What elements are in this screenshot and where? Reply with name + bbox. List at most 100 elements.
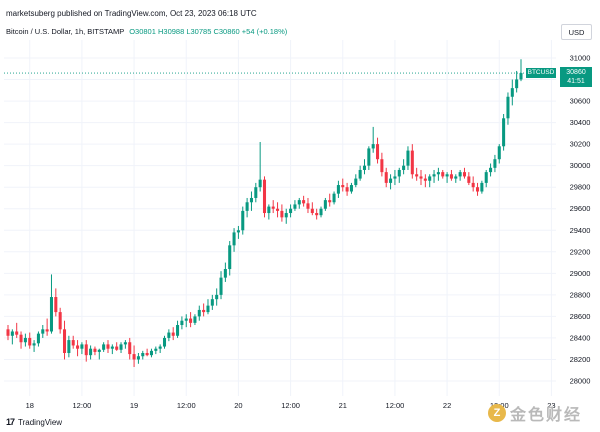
candle-body bbox=[136, 356, 140, 360]
candle-body bbox=[141, 353, 145, 357]
watermark: Z 金色财经 bbox=[488, 401, 582, 425]
tradingview-footer[interactable]: 17 TradingView bbox=[6, 417, 62, 427]
candle-body bbox=[197, 309, 201, 317]
candle-body bbox=[445, 174, 449, 177]
candle-body bbox=[349, 185, 353, 192]
y-tick-label: 28000 bbox=[570, 377, 591, 386]
candle-body bbox=[23, 337, 27, 343]
candle-body bbox=[306, 203, 310, 209]
candle-body bbox=[289, 208, 293, 214]
candle-body bbox=[332, 193, 336, 203]
candle-body bbox=[371, 144, 375, 149]
candle-body bbox=[232, 232, 236, 246]
candle-body bbox=[10, 331, 14, 336]
candle-body bbox=[219, 277, 223, 295]
candle-body bbox=[93, 348, 97, 352]
candle-body bbox=[302, 200, 306, 204]
candle-body bbox=[206, 305, 210, 313]
candle-body bbox=[97, 349, 101, 352]
candle-body bbox=[345, 187, 349, 192]
candle-body bbox=[423, 178, 427, 181]
candle-body bbox=[76, 345, 80, 349]
candle-body bbox=[180, 320, 184, 326]
candle-body bbox=[19, 334, 23, 343]
x-tick-label: 20 bbox=[234, 401, 242, 410]
x-tick-label: 12:00 bbox=[386, 401, 405, 410]
candle-body bbox=[28, 337, 32, 346]
candle-body bbox=[6, 329, 10, 336]
y-tick-label: 30200 bbox=[570, 140, 591, 149]
candle-body bbox=[410, 150, 414, 175]
candle-body bbox=[323, 200, 327, 209]
candle-body bbox=[432, 174, 436, 177]
candle-body bbox=[236, 230, 240, 233]
candle-body bbox=[454, 176, 458, 179]
candle-body bbox=[506, 96, 510, 119]
candle-body bbox=[293, 204, 297, 209]
candle-body bbox=[162, 337, 167, 347]
symbol-legend: Bitcoin / U.S. Dollar, 1h, BITSTAMP O308… bbox=[6, 27, 287, 36]
candle-body bbox=[123, 342, 127, 345]
y-tick-label: 29000 bbox=[570, 269, 591, 278]
candle-body bbox=[415, 174, 419, 177]
candle-body bbox=[132, 354, 136, 360]
candle-body bbox=[428, 176, 432, 181]
y-tick-label: 29400 bbox=[570, 226, 591, 235]
candle-body bbox=[262, 179, 267, 214]
candle-body bbox=[32, 343, 36, 346]
candle-body bbox=[462, 172, 467, 177]
candle-body bbox=[193, 316, 197, 323]
candle-body bbox=[341, 185, 345, 188]
candle-body bbox=[384, 172, 388, 183]
candle-body bbox=[362, 165, 367, 170]
candle-body bbox=[71, 340, 75, 346]
candle-body bbox=[502, 118, 506, 147]
candle-body bbox=[367, 148, 371, 166]
y-tick-label: 28400 bbox=[570, 333, 591, 342]
last-price-value: 30860 bbox=[566, 69, 586, 77]
candle-body bbox=[328, 200, 332, 203]
x-tick-label: 12:00 bbox=[73, 401, 92, 410]
candle-body bbox=[110, 346, 114, 349]
candle-body bbox=[176, 325, 180, 336]
candle-body bbox=[184, 318, 188, 321]
candle-body bbox=[154, 348, 158, 351]
candle-body bbox=[484, 172, 488, 183]
candle-body bbox=[149, 350, 153, 356]
x-tick-label: 22 bbox=[443, 401, 451, 410]
candle-body bbox=[249, 197, 253, 203]
y-tick-label: 28200 bbox=[570, 355, 591, 364]
last-price-tag: 30860 41:51 bbox=[560, 67, 592, 88]
candle-body bbox=[171, 332, 175, 336]
bar-countdown: 41:51 bbox=[567, 78, 585, 86]
tradingview-logo-icon: 17 bbox=[6, 417, 15, 427]
candle-body bbox=[115, 346, 119, 350]
y-tick-label: 31000 bbox=[570, 54, 591, 63]
candle-body bbox=[58, 312, 62, 330]
y-tick-label: 30000 bbox=[570, 161, 591, 170]
candle-body bbox=[36, 333, 40, 344]
candle-body bbox=[106, 344, 110, 349]
attribution-line: marketsuberg published on TradingView.co… bbox=[6, 9, 257, 18]
candle-body bbox=[223, 269, 227, 278]
currency-button[interactable]: USD bbox=[561, 24, 592, 40]
symbol-title: Bitcoin / U.S. Dollar, 1h, BITSTAMP bbox=[6, 27, 125, 36]
candle-body bbox=[254, 187, 258, 198]
candle-body bbox=[102, 344, 106, 350]
y-tick-label: 30400 bbox=[570, 118, 591, 127]
candle-body bbox=[189, 318, 193, 323]
candle-body bbox=[284, 213, 288, 218]
candle-body bbox=[80, 344, 84, 349]
tradingview-brand: TradingView bbox=[18, 417, 63, 427]
x-tick-label: 12:00 bbox=[281, 401, 300, 410]
candle-body bbox=[167, 332, 171, 338]
candle-body bbox=[310, 208, 314, 214]
watermark-text: 金色财经 bbox=[510, 407, 583, 424]
candle-body bbox=[380, 159, 384, 173]
candle-body bbox=[389, 178, 393, 183]
candle-body bbox=[202, 309, 206, 313]
candle-body bbox=[515, 79, 519, 89]
y-tick-label: 29800 bbox=[570, 183, 591, 192]
candle-body bbox=[354, 178, 358, 186]
